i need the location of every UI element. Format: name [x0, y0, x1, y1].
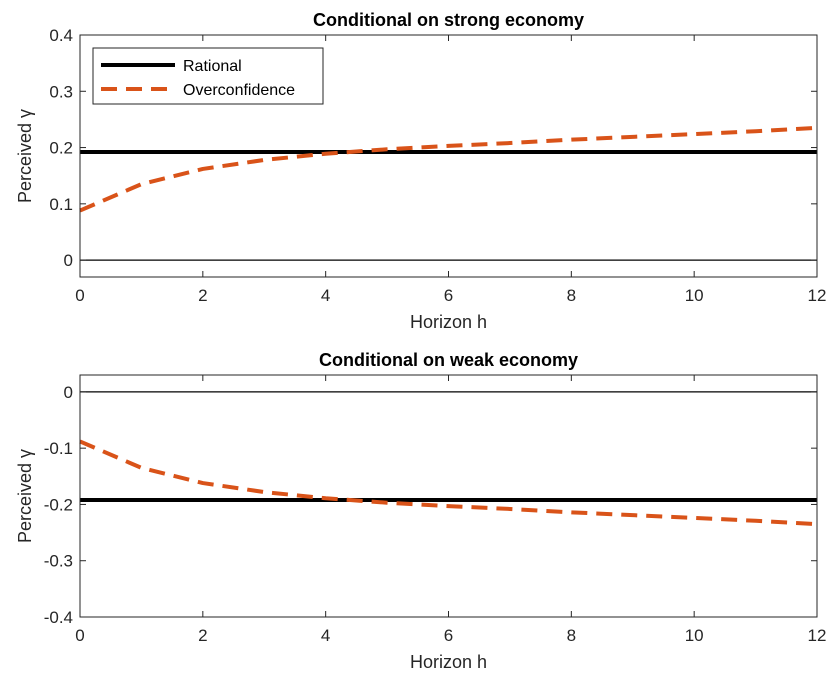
chart-title: Conditional on strong economy [313, 10, 584, 30]
y-tick-label: -0.3 [44, 552, 73, 571]
legend-label-overconfidence: Overconfidence [183, 82, 295, 99]
x-tick-label: 10 [685, 286, 704, 305]
y-tick-label: -0.4 [44, 608, 73, 627]
chart-panel-1: 0 2 4 6 8 10 12 0 0.1 0.2 0.3 0.4 Conditional on str… [15, 10, 826, 332]
y-tick-label: 0 [64, 383, 73, 402]
x-axis-label: Horizon h [410, 652, 487, 672]
x-tick-label: 8 [567, 286, 576, 305]
x-tick-label: 8 [567, 626, 576, 645]
legend-box [92, 47, 324, 105]
x-tick-label: 6 [444, 286, 453, 305]
x-tick-label: 4 [321, 626, 330, 645]
x-tick-label: 6 [444, 626, 453, 645]
x-tick-label: 2 [198, 626, 207, 645]
x-tick-label: 0 [75, 626, 84, 645]
y-axis-label: Perceived γ [15, 109, 35, 203]
x-tick-label: 0 [75, 286, 84, 305]
y-tick-label: -0.2 [44, 495, 73, 514]
y-tick-label: 0 [64, 251, 73, 270]
series-line-overconfidence [79, 439, 818, 527]
x-axis-label: Horizon h [410, 312, 487, 332]
y-tick-label: 0.4 [49, 26, 73, 45]
x-tick-label: 10 [685, 626, 704, 645]
y-axis-label: Perceived γ [15, 449, 35, 543]
chart-panel-2: 0 2 4 6 8 10 12 -0.4 -0.3 -0.2 -0.1 0 Conditional on… [15, 350, 826, 672]
chart-title: Conditional on weak economy [319, 350, 578, 370]
legend: Rational Overconfidence [92, 47, 324, 105]
x-tick-label: 4 [321, 286, 330, 305]
y-tick-label: 0.1 [49, 195, 73, 214]
x-tick-label: 12 [808, 286, 827, 305]
legend-label-rational: Rational [183, 58, 242, 75]
x-tick-label: 12 [808, 626, 827, 645]
plot-area [80, 375, 817, 617]
series-line-overconfidence [79, 125, 818, 213]
y-tick-label: -0.1 [44, 439, 73, 458]
y-tick-label: 0.2 [49, 139, 73, 158]
x-tick-label: 2 [198, 286, 207, 305]
y-tick-label: 0.3 [49, 82, 73, 101]
